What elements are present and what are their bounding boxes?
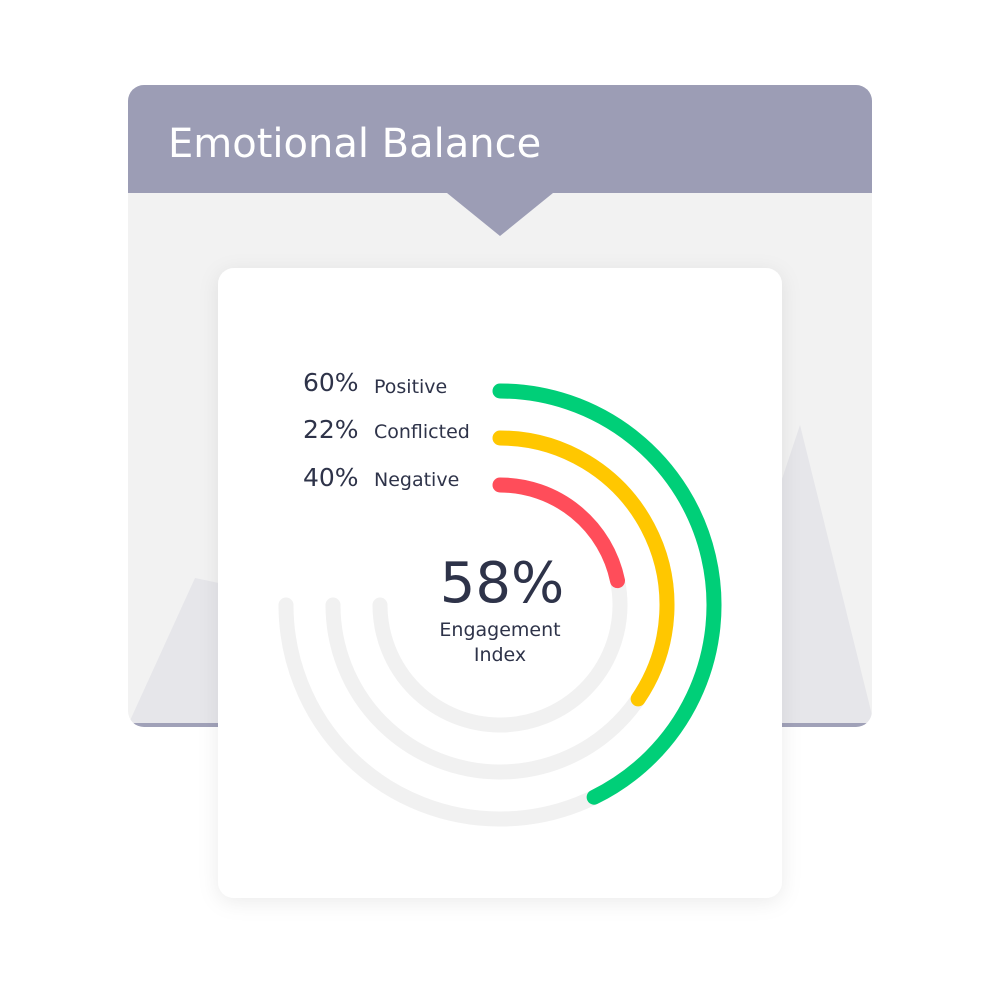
legend-label-conflicted: Conflicted (374, 421, 470, 443)
legend-value-positive: 60% (303, 368, 359, 397)
legend-label-negative: Negative (374, 469, 459, 491)
legend: 60% Positive 22% Conflicted 40% Negative (303, 368, 470, 492)
chart-card (218, 268, 782, 898)
ring-arc-positive (492, 383, 722, 805)
engagement-index-value: 58% (440, 551, 564, 616)
ring-arc-conflicted (492, 430, 675, 707)
legend-value-negative: 40% (303, 463, 359, 492)
ring-arc-negative (492, 477, 626, 589)
legend-label-positive: Positive (374, 376, 447, 398)
radial-chart (278, 383, 722, 827)
engagement-index-label-line1: Engagement (439, 619, 560, 641)
engagement-index-label-line2: Index (474, 644, 526, 666)
header-pointer (447, 193, 553, 236)
header-bar (128, 85, 872, 193)
header-title: Emotional Balance (168, 121, 541, 167)
legend-value-conflicted: 22% (303, 415, 359, 444)
